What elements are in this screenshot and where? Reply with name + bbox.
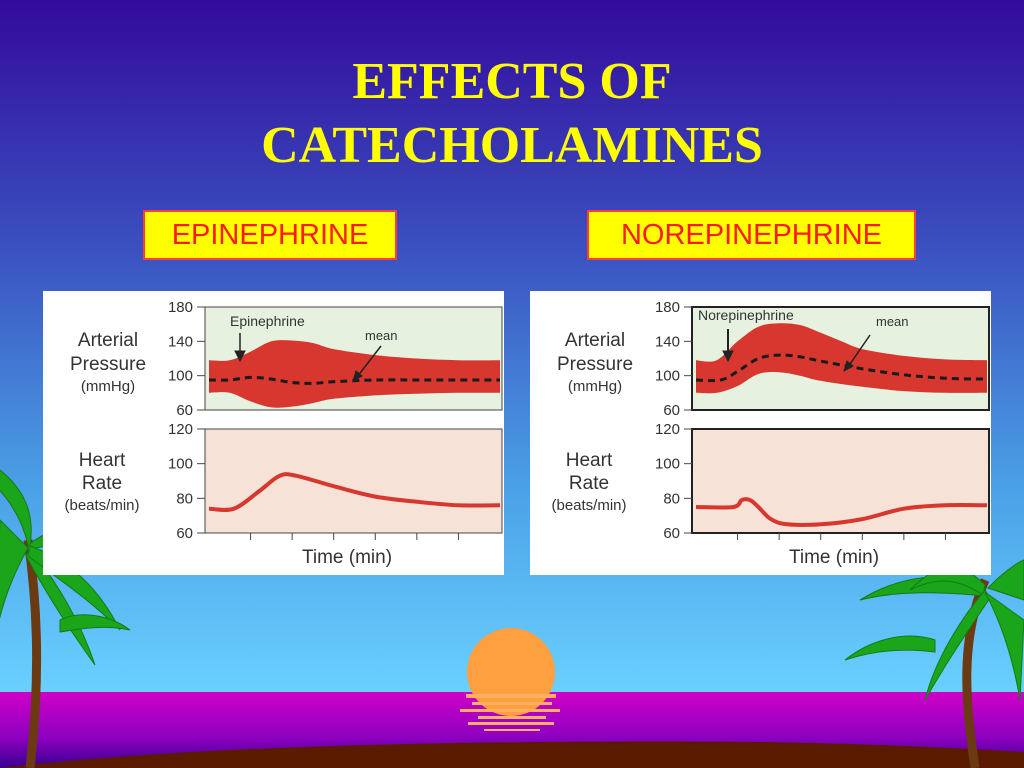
x-axis-label: Time (min) xyxy=(302,547,392,568)
norepinephrine-label: NOREPINEPHRINE xyxy=(587,210,916,260)
epinephrine-label: EPINEPHRINE xyxy=(143,210,397,260)
mean-arrow xyxy=(352,345,382,383)
y-tick-label: 180 xyxy=(655,299,680,316)
y-tick-label: 100 xyxy=(168,368,193,385)
mean-annotation: mean xyxy=(365,328,398,343)
time-x-ticks xyxy=(737,533,946,540)
heart-rate-ylabel: Heart Rate (beats/min) xyxy=(551,450,626,514)
pressure-ylabel-line3: (mmHg) xyxy=(568,378,622,395)
norepinephrine-chart-panel: Arterial Pressure (mmHg) Heart Rate (bea… xyxy=(530,291,991,575)
pressure-ylabel: Arterial Pressure (mmHg) xyxy=(557,330,633,395)
palm-tree-right xyxy=(844,559,1024,768)
y-tick-label: 120 xyxy=(168,421,193,438)
heart-rate-ylabel-line3: (beats/min) xyxy=(551,497,626,514)
y-tick-label: 100 xyxy=(655,456,680,473)
slide-title-line2: CATECHOLAMINES xyxy=(261,117,763,174)
drug-annotation: Norepinephrine xyxy=(698,307,794,323)
mean-pressure-line xyxy=(695,353,988,383)
pressure-ylabel: Arterial Pressure (mmHg) xyxy=(70,330,146,395)
heart-rate-path xyxy=(695,497,988,527)
heart-rate-ylabel: Heart Rate (beats/min) xyxy=(64,450,139,514)
pressure-band-area xyxy=(696,323,987,394)
heart-rate-ylabel-line2: Rate xyxy=(569,473,609,494)
pressure-range-band xyxy=(696,323,987,394)
y-tick-label: 60 xyxy=(663,525,680,542)
heart-rate-ylabel-line3: (beats/min) xyxy=(64,497,139,514)
mean-pressure-path xyxy=(695,353,988,383)
y-tick-label: 100 xyxy=(655,368,680,385)
y-tick-label: 60 xyxy=(176,525,193,542)
y-tick-label: 60 xyxy=(663,402,680,419)
heart-rate-ylabel-line1: Heart xyxy=(79,450,126,471)
y-tick-label: 80 xyxy=(176,490,193,507)
y-tick-label: 140 xyxy=(168,333,193,350)
pressure-ylabel-line2: Pressure xyxy=(557,354,633,375)
drug-arrow xyxy=(722,329,734,363)
y-tick-label: 80 xyxy=(663,490,680,507)
pressure-ylabel-line3: (mmHg) xyxy=(81,378,135,395)
y-tick-label: 180 xyxy=(168,299,193,316)
slide-title-line1: EFFECTS OF xyxy=(352,53,672,110)
pressure-ylabel-line1: Arterial xyxy=(565,330,625,351)
y-tick-label: 140 xyxy=(655,333,680,350)
pressure-y-ticks: 60 100 140 180 xyxy=(168,299,205,419)
pressure-band-area xyxy=(209,340,500,408)
drug-annotation: Epinephrine xyxy=(230,313,305,329)
pressure-ylabel-line2: Pressure xyxy=(70,354,146,375)
heart-rate-ylabel-line2: Rate xyxy=(82,473,122,494)
epinephrine-chart: Arterial Pressure (mmHg) Heart Rate (bea… xyxy=(64,299,503,568)
y-tick-label: 60 xyxy=(176,402,193,419)
pressure-range-band xyxy=(209,340,500,408)
heart-rate-y-ticks: 60 80 100 120 xyxy=(168,421,205,542)
heart-rate-line xyxy=(208,472,501,512)
time-x-ticks xyxy=(250,533,459,540)
x-axis-label: Time (min) xyxy=(789,547,879,568)
sun-reflection xyxy=(460,694,560,731)
heart-rate-line xyxy=(695,497,988,527)
mean-annotation: mean xyxy=(876,314,909,329)
norepinephrine-chart: Arterial Pressure (mmHg) Heart Rate (bea… xyxy=(551,299,990,568)
epinephrine-chart-panel: Arterial Pressure (mmHg) Heart Rate (bea… xyxy=(43,291,504,575)
mean-arrow xyxy=(843,334,871,373)
mean-pressure-line xyxy=(208,375,500,385)
heart-rate-plot-bg xyxy=(204,428,503,534)
pressure-y-ticks: 60 100 140 180 xyxy=(655,299,692,419)
slide-title: EFFECTS OF CATECHOLAMINES xyxy=(0,50,1024,178)
heart-rate-path xyxy=(208,472,501,512)
mean-pressure-path xyxy=(208,375,500,385)
heart-rate-y-ticks: 60 80 100 120 xyxy=(655,421,692,542)
y-tick-label: 120 xyxy=(655,421,680,438)
pressure-ylabel-line1: Arterial xyxy=(78,330,138,351)
island xyxy=(0,741,1024,768)
heart-rate-plot-bg xyxy=(691,428,990,534)
drug-arrow xyxy=(234,333,246,363)
heart-rate-ylabel-line1: Heart xyxy=(566,450,613,471)
y-tick-label: 100 xyxy=(168,456,193,473)
